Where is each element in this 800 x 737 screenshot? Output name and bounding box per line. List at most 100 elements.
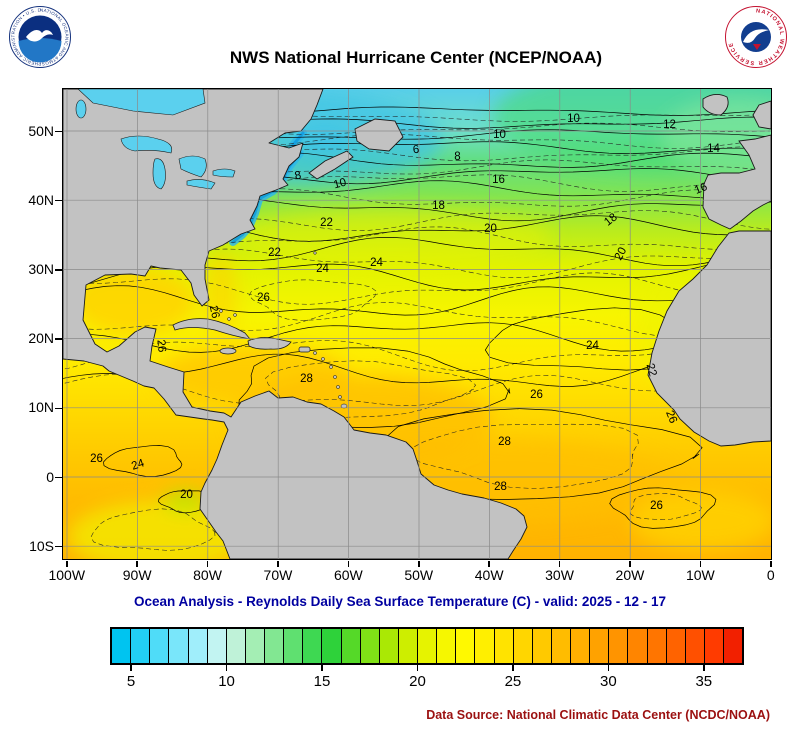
colorbar-segment	[131, 629, 151, 663]
land-france-iberia	[702, 134, 771, 230]
contour-value-label: 16	[492, 173, 505, 186]
colorbar-segment	[513, 629, 533, 663]
colorbar-segment	[418, 629, 438, 663]
noaa-sea	[18, 38, 62, 63]
land-hispaniola	[247, 337, 292, 350]
contour-value-label: 26	[530, 388, 543, 401]
contour-line	[63, 285, 771, 316]
contour-value-label: 14	[707, 142, 720, 155]
colorbar-segment	[704, 629, 724, 663]
colorbar-tick-label: 25	[504, 673, 522, 690]
lon-tick	[206, 561, 209, 567]
colorbar-tick-label: 5	[126, 673, 136, 690]
colorbar-segment	[245, 629, 265, 663]
data-source-note: Data Source: National Climatic Data Cent…	[426, 708, 770, 722]
colorbar-segment	[437, 629, 457, 663]
lat-label: 50N	[28, 122, 54, 139]
colorbar	[110, 627, 744, 665]
lat-tick	[55, 545, 62, 548]
colorbar-segment	[379, 629, 399, 663]
map-caption: Ocean Analysis - Reynolds Daily Sea Surf…	[134, 594, 666, 609]
colorbar-tick	[703, 665, 705, 671]
contour-value-label: 24	[370, 256, 383, 269]
colorbar-segment	[341, 629, 361, 663]
nws-swoosh-icon	[743, 29, 769, 43]
colorbar-segment	[609, 629, 629, 663]
lon-label: 80W	[193, 567, 222, 583]
lon-label: 0	[766, 567, 775, 583]
page-title: NWS National Hurricane Center (NCEP/NOAA…	[229, 48, 603, 67]
colorbar-segment	[571, 629, 591, 663]
colorbar-segment	[303, 629, 323, 663]
lon-tick	[277, 561, 279, 567]
colorbar-segment	[685, 629, 705, 663]
lat-label: 20N	[28, 330, 54, 347]
colorbar-segment	[590, 629, 610, 663]
lat-tick	[55, 407, 62, 410]
contour-value-label: 12	[663, 118, 676, 131]
contour-value-label: 26	[650, 499, 663, 512]
contour-line-dashed	[63, 272, 771, 305]
lat-tick	[55, 338, 62, 340]
colorbar-tick-label: 15	[313, 673, 331, 690]
latlon-grid	[63, 89, 771, 559]
noaa-gull-icon	[26, 29, 53, 42]
lon-tick	[418, 561, 420, 567]
colorbar-tick	[130, 665, 132, 671]
lat-label: 10N	[28, 399, 54, 416]
contour-value-label: 18	[432, 199, 445, 212]
sst-map-canvas	[63, 89, 771, 559]
colorbar-segment	[551, 629, 571, 663]
colorbar-segment	[284, 629, 304, 663]
lat-tick	[55, 199, 62, 202]
colorbar-segment	[226, 629, 246, 663]
contour-line	[103, 445, 183, 477]
colorbar-tick-label: 20	[409, 673, 426, 690]
land-americas	[63, 89, 528, 559]
noaa-logo: NATIONAL OCEANIC AND ATMOSPHERIC ADMINIS…	[8, 5, 72, 74]
lakes	[75, 89, 236, 190]
contour-line-dashed	[90, 508, 216, 551]
contour-line-dashed	[248, 279, 377, 321]
contour-value-label: 10	[331, 176, 348, 191]
lon-label: 20W	[615, 567, 645, 583]
contour-line-dashed	[630, 493, 702, 520]
colorbar-segment	[666, 629, 686, 663]
colorbar-tick	[225, 665, 228, 671]
colorbar-segment	[532, 629, 552, 663]
lon-label: 30W	[545, 567, 574, 583]
colorbar-segment	[475, 629, 495, 663]
land-nova-scotia	[308, 150, 354, 180]
contour-value-label: 24	[316, 262, 329, 275]
contour-value-label: 26	[153, 338, 168, 353]
land-jamaica	[219, 347, 237, 355]
contour-value-label: 20	[484, 222, 497, 235]
colorbar-tick-label: 10	[218, 673, 235, 690]
colorbar-tick	[321, 665, 323, 671]
land-ireland	[702, 94, 729, 116]
lon-tick	[136, 561, 138, 567]
colorbar-segment	[628, 629, 648, 663]
colorbar-segment	[112, 629, 132, 663]
contour-value-label: 28	[300, 372, 313, 385]
colorbar-tick-label: 35	[695, 673, 713, 690]
colorbar-segment	[647, 629, 667, 663]
lon-tick	[558, 561, 561, 567]
land-england	[752, 100, 771, 130]
contour-value-label: 22	[642, 361, 659, 378]
land-cuba	[172, 318, 252, 340]
lon-tick	[770, 561, 772, 567]
lon-label: 70W	[263, 567, 293, 583]
colorbar-segment	[456, 629, 476, 663]
land-lesser-antilles	[219, 251, 348, 409]
contour-value-label: 22	[268, 246, 281, 259]
lon-tick	[699, 561, 702, 567]
contour-value-label: 24	[586, 339, 599, 352]
colorbar-tick	[512, 665, 514, 671]
noaa-logo-graphic: NATIONAL OCEANIC AND ATMOSPHERIC ADMINIS…	[9, 6, 71, 68]
lon-tick	[629, 561, 631, 567]
nws-triangle-icon	[753, 44, 761, 50]
lat-tick	[55, 476, 62, 479]
lat-label: 30N	[28, 260, 54, 277]
contour-value-label: 26	[257, 291, 270, 304]
